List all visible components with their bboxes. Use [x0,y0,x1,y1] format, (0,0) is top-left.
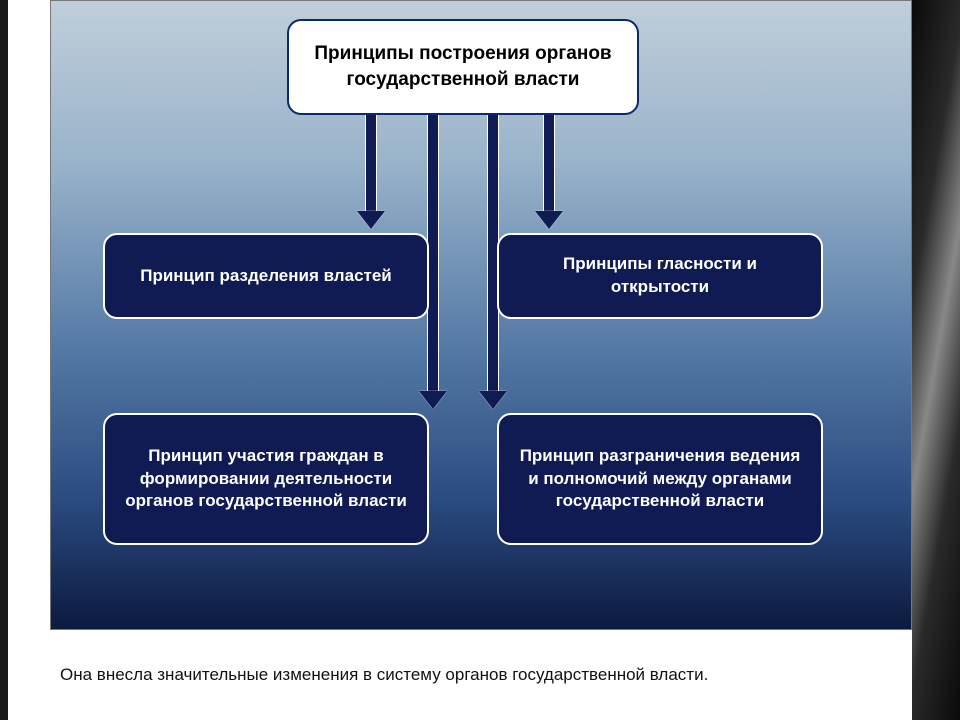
diagram-canvas: Принципы построения органов государствен… [50,0,912,630]
caption-region: Она внесла значительные изменения в сист… [50,640,912,710]
node-n3: Принцип участия граждан в формировании д… [103,413,429,545]
node-n4: Принцип разграничения ведения и полномоч… [497,413,823,545]
title-box: Принципы построения органов государствен… [287,19,639,115]
node-n1: Принцип разделения властей [103,233,429,319]
node-n2: Принципы гласности и открытости [497,233,823,319]
caption-text: Она внесла значительные изменения в сист… [60,665,708,685]
